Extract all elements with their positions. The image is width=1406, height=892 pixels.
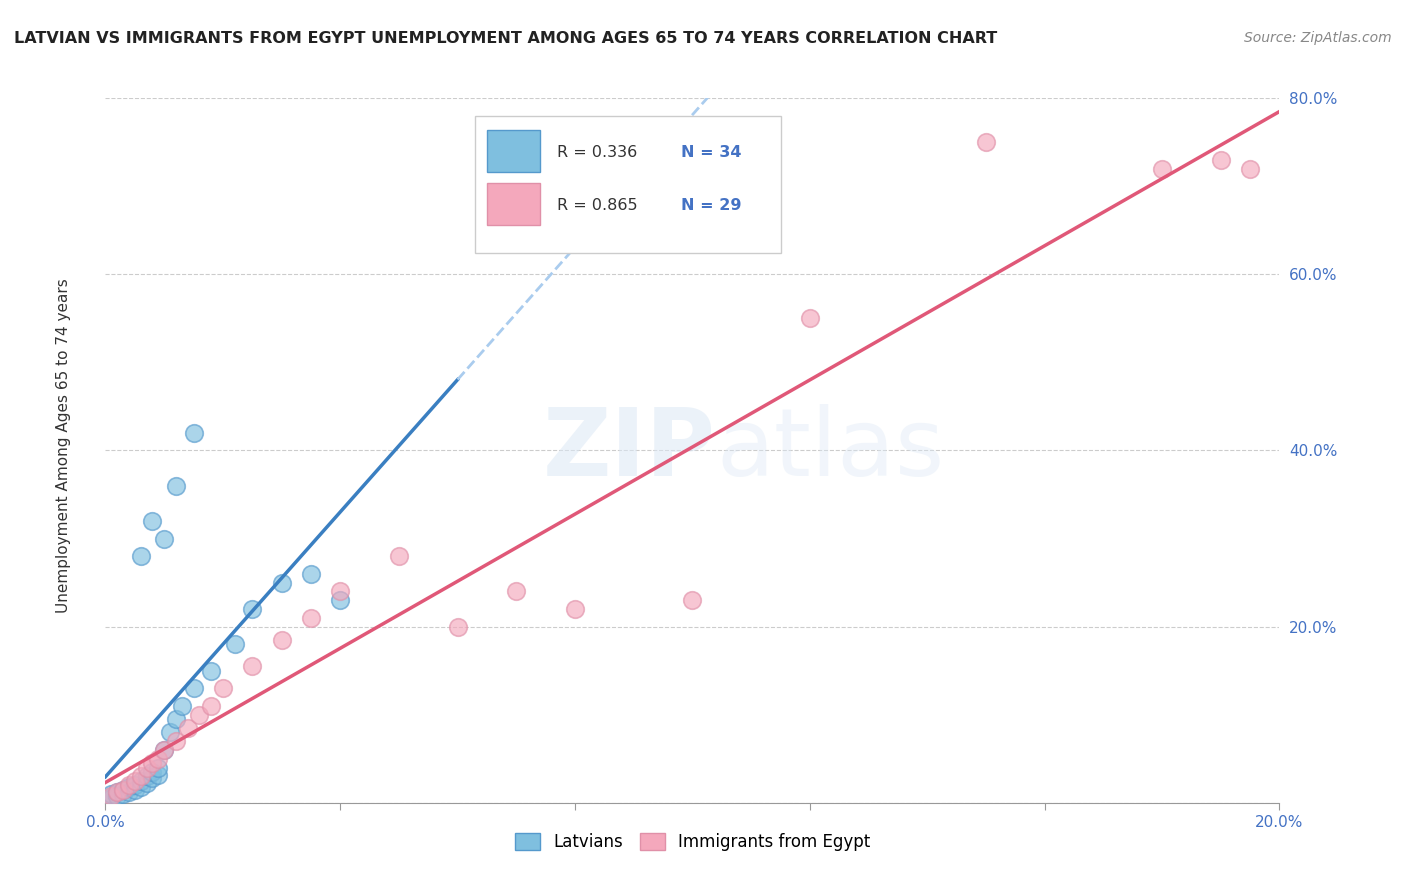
- Point: [124, 778, 146, 792]
- Text: atlas: atlas: [716, 404, 945, 497]
- Point: [188, 707, 211, 722]
- Point: [129, 769, 152, 783]
- Point: [118, 780, 141, 794]
- FancyBboxPatch shape: [486, 130, 540, 172]
- Text: N = 34: N = 34: [681, 145, 741, 160]
- Point: [141, 514, 163, 528]
- Point: [129, 780, 152, 794]
- Point: [240, 659, 263, 673]
- Point: [129, 549, 152, 564]
- Point: [153, 532, 176, 546]
- Point: [165, 712, 187, 726]
- Point: [124, 773, 146, 788]
- Point: [1209, 153, 1232, 167]
- Point: [974, 135, 997, 149]
- Text: R = 0.865: R = 0.865: [557, 198, 638, 212]
- Point: [388, 549, 411, 564]
- Point: [299, 566, 322, 581]
- Point: [165, 478, 187, 492]
- Point: [159, 725, 181, 739]
- Point: [112, 782, 135, 797]
- Text: R = 0.336: R = 0.336: [557, 145, 638, 160]
- Text: ZIP: ZIP: [543, 404, 716, 497]
- Point: [148, 752, 170, 766]
- Point: [141, 764, 163, 779]
- FancyBboxPatch shape: [475, 116, 780, 253]
- Point: [200, 698, 222, 713]
- Point: [124, 782, 146, 797]
- Point: [105, 785, 128, 799]
- Point: [799, 311, 821, 326]
- Point: [1150, 161, 1173, 176]
- Point: [270, 575, 292, 590]
- Point: [148, 767, 170, 781]
- Point: [112, 782, 135, 797]
- Point: [240, 602, 263, 616]
- Point: [153, 743, 176, 757]
- Point: [165, 734, 187, 748]
- Point: [112, 787, 135, 801]
- Text: LATVIAN VS IMMIGRANTS FROM EGYPT UNEMPLOYMENT AMONG AGES 65 TO 74 YEARS CORRELAT: LATVIAN VS IMMIGRANTS FROM EGYPT UNEMPLO…: [14, 31, 997, 46]
- Point: [148, 760, 170, 774]
- Text: Source: ZipAtlas.com: Source: ZipAtlas.com: [1244, 31, 1392, 45]
- Point: [141, 756, 163, 771]
- Point: [118, 778, 141, 792]
- Point: [105, 785, 128, 799]
- Point: [682, 593, 704, 607]
- Point: [100, 789, 122, 803]
- Point: [100, 787, 122, 801]
- Point: [129, 773, 152, 788]
- FancyBboxPatch shape: [486, 183, 540, 225]
- Point: [141, 771, 163, 785]
- Point: [105, 789, 128, 803]
- Point: [118, 785, 141, 799]
- Text: Unemployment Among Ages 65 to 74 years: Unemployment Among Ages 65 to 74 years: [56, 278, 70, 614]
- Point: [329, 593, 352, 607]
- Point: [299, 611, 322, 625]
- Point: [183, 425, 205, 440]
- Point: [224, 637, 246, 651]
- Legend: Latvians, Immigrants from Egypt: Latvians, Immigrants from Egypt: [508, 826, 877, 858]
- Point: [135, 769, 157, 783]
- Point: [176, 721, 198, 735]
- Point: [183, 681, 205, 696]
- Point: [170, 698, 193, 713]
- Point: [135, 760, 157, 774]
- Point: [270, 632, 292, 647]
- Point: [564, 602, 586, 616]
- Point: [200, 664, 222, 678]
- Point: [135, 776, 157, 790]
- Point: [329, 584, 352, 599]
- Point: [1239, 161, 1261, 176]
- Point: [211, 681, 233, 696]
- Point: [100, 791, 122, 805]
- Point: [153, 743, 176, 757]
- Point: [505, 584, 527, 599]
- Point: [447, 619, 470, 633]
- Text: N = 29: N = 29: [681, 198, 741, 212]
